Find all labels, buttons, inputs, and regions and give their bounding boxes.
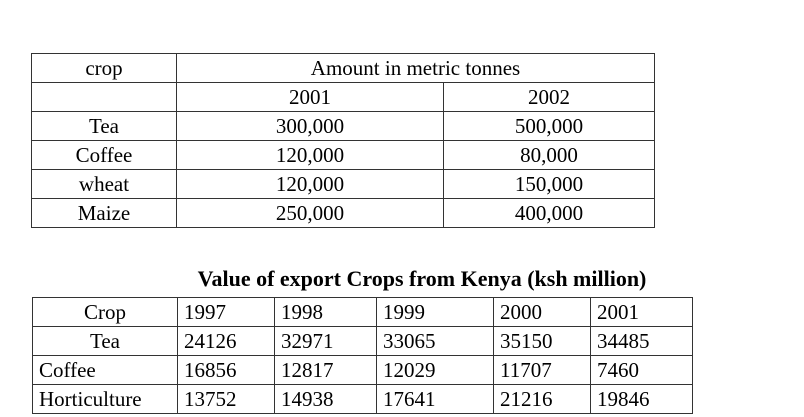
crop-cell: Maize <box>31 198 177 228</box>
crop-cell: Tea <box>31 111 177 141</box>
value-cell: 150,000 <box>443 169 655 199</box>
value-cell: 120,000 <box>176 169 444 199</box>
value-cell: 12817 <box>274 355 377 385</box>
value-cell: 32971 <box>274 326 377 356</box>
value-cell: 250,000 <box>176 198 444 228</box>
empty-cell <box>31 82 177 112</box>
table-header-row: crop Amount in metric tonnes <box>31 53 655 83</box>
value-cell: 33065 <box>376 326 494 356</box>
table-row: Coffee 16856 12817 12029 11707 7460 <box>32 355 693 385</box>
value-cell: 14938 <box>274 384 377 414</box>
crop-cell: Coffee <box>32 355 178 385</box>
value-cell: 80,000 <box>443 140 655 170</box>
value-cell: 35150 <box>493 326 591 356</box>
header-cell: 1999 <box>376 297 494 327</box>
value-cell: 500,000 <box>443 111 655 141</box>
table-row: Horticulture 13752 14938 17641 21216 198… <box>32 384 693 414</box>
table-row: Coffee 120,000 80,000 <box>31 140 655 170</box>
header-cell: Amount in metric tonnes <box>176 53 655 83</box>
crop-cell: Horticulture <box>32 384 178 414</box>
table-row: Maize 250,000 400,000 <box>31 198 655 228</box>
table-row: Tea 24126 32971 33065 35150 34485 <box>32 326 693 356</box>
year-cell: 2002 <box>443 82 655 112</box>
value-cell: 24126 <box>177 326 275 356</box>
table-row: wheat 120,000 150,000 <box>31 169 655 199</box>
year-cell: 2001 <box>176 82 444 112</box>
header-cell: 1998 <box>274 297 377 327</box>
export-table-title: Value of export Crops from Kenya (ksh mi… <box>197 266 647 291</box>
crop-cell: Tea <box>32 326 178 356</box>
value-cell: 120,000 <box>176 140 444 170</box>
crop-cell: Coffee <box>31 140 177 170</box>
value-cell: 19846 <box>590 384 693 414</box>
header-cell: 1997 <box>177 297 275 327</box>
value-cell: 300,000 <box>176 111 444 141</box>
header-cell: Crop <box>32 297 178 327</box>
value-cell: 400,000 <box>443 198 655 228</box>
value-cell: 34485 <box>590 326 693 356</box>
value-cell: 12029 <box>376 355 494 385</box>
header-cell: 2000 <box>493 297 591 327</box>
header-cell: crop <box>31 53 177 83</box>
value-cell: 7460 <box>590 355 693 385</box>
crop-amount-table: crop Amount in metric tonnes 2001 2002 T… <box>31 53 655 228</box>
table-year-row: 2001 2002 <box>31 82 655 112</box>
crop-cell: wheat <box>31 169 177 199</box>
export-value-table: Crop 1997 1998 1999 2000 2001 Tea 24126 … <box>32 297 693 414</box>
value-cell: 11707 <box>493 355 591 385</box>
value-cell: 21216 <box>493 384 591 414</box>
table-header-row: Crop 1997 1998 1999 2000 2001 <box>32 297 693 327</box>
value-cell: 17641 <box>376 384 494 414</box>
header-cell: 2001 <box>590 297 693 327</box>
value-cell: 13752 <box>177 384 275 414</box>
table-row: Tea 300,000 500,000 <box>31 111 655 141</box>
value-cell: 16856 <box>177 355 275 385</box>
